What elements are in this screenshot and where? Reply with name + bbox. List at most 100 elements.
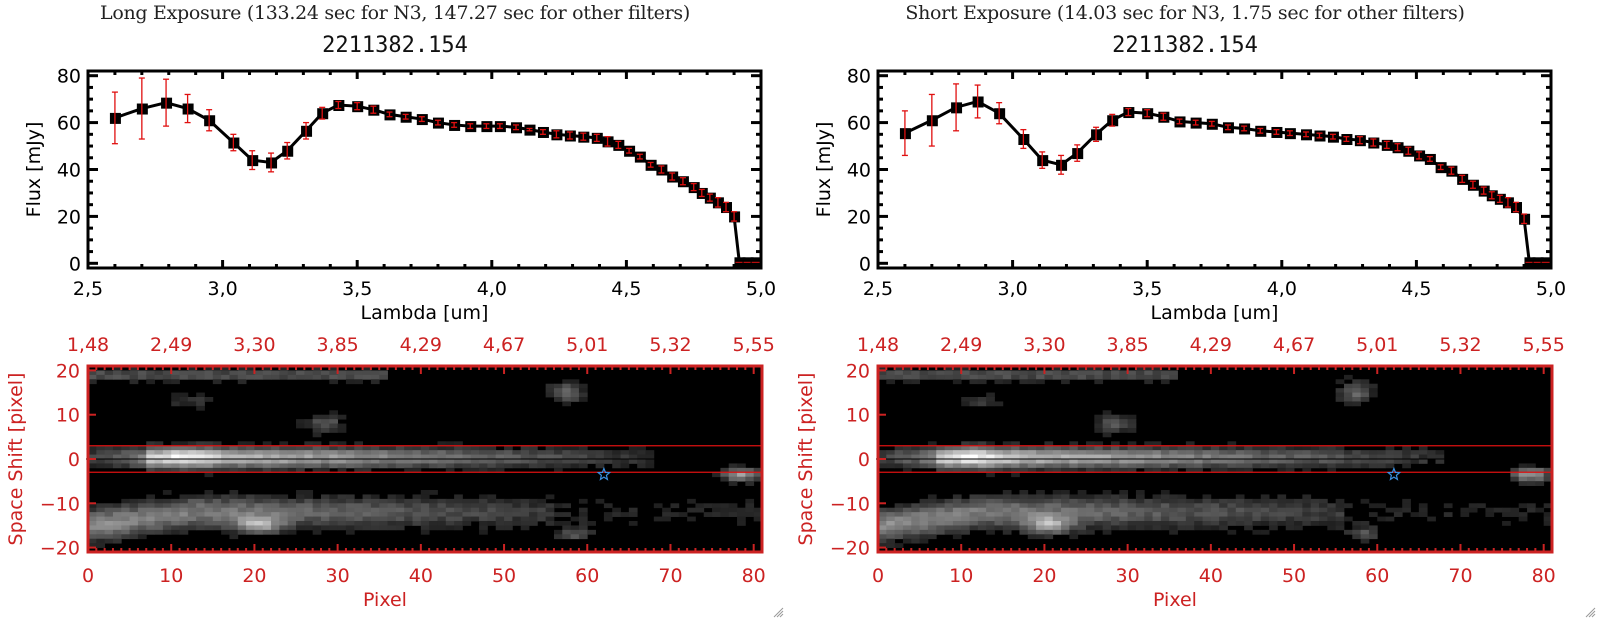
y-tick-label: 40: [57, 160, 81, 182]
image-pixel: [379, 507, 388, 513]
image-pixel: [237, 516, 247, 522]
image-x-tick-label: 30: [1116, 565, 1140, 587]
image-x-tick-label: 70: [1448, 565, 1472, 587]
image-pixel: [1235, 521, 1245, 526]
image-pixel: [204, 498, 214, 504]
image-pixel: [262, 521, 272, 526]
image-pixel: [911, 521, 920, 526]
y-tick-label: 0: [69, 253, 81, 275]
image-pixel: [753, 507, 763, 513]
image-pixel: [1377, 459, 1386, 464]
image-pixel: [952, 507, 962, 513]
image-pixel: [1052, 463, 1062, 469]
image-pixel: [1002, 467, 1012, 473]
image-pixel: [1219, 445, 1228, 451]
image-pixel: [1202, 498, 1212, 504]
image-pixel: [171, 445, 180, 451]
image-pixel: [370, 445, 380, 451]
image-pixel: [179, 374, 189, 380]
image-pixel: [1027, 445, 1037, 451]
image-pixel: [745, 467, 755, 473]
image-pixel: [395, 503, 405, 509]
image-pixel: [1277, 450, 1287, 455]
image-pixel: [370, 463, 380, 469]
image-pixel: [1011, 454, 1020, 460]
image-pixel: [1260, 450, 1270, 455]
image-pixel: [312, 445, 322, 451]
image-pixel: [986, 529, 995, 535]
image-pixel: [296, 463, 305, 469]
image-pixel: [1185, 516, 1195, 522]
image-pixel: [1502, 507, 1511, 513]
image-pixel: [936, 459, 945, 464]
image-x-tick-label: 40: [1199, 565, 1223, 587]
image-pixel: [395, 512, 405, 517]
image-pixel: [1194, 503, 1203, 509]
image-pixel: [1077, 494, 1087, 500]
image-pixel: [1244, 516, 1253, 522]
image-pixel: [196, 503, 205, 509]
image-pixel: [952, 516, 962, 522]
image-pixel: [1368, 534, 1378, 540]
image-pixel: [1202, 450, 1212, 455]
image-pixel: [986, 494, 995, 500]
image-pixel: [712, 512, 721, 517]
image-pixel: [179, 507, 189, 513]
image-pixel: [678, 512, 688, 517]
resize-handle-icon[interactable]: [772, 606, 786, 620]
image-pixel: [986, 401, 995, 407]
image-pixel: [753, 512, 763, 517]
image-pixel: [329, 503, 339, 509]
image-pixel: [1227, 445, 1237, 451]
image-pixel: [562, 401, 572, 407]
image-pixel: [437, 454, 447, 460]
image-pixel: [337, 370, 347, 376]
image-pixel: [487, 445, 497, 451]
image-pixel: [429, 512, 438, 517]
image-pixel: [1543, 512, 1553, 517]
image-pixel: [961, 516, 970, 522]
image-pixel: [1194, 521, 1203, 526]
image-pixel: [1402, 459, 1411, 464]
image-pixel: [1077, 512, 1087, 517]
image-x-tick-label: 50: [492, 565, 516, 587]
image-pixel: [112, 525, 122, 531]
image-pixel: [345, 379, 355, 385]
image-pixel: [562, 512, 572, 517]
image-pixel: [911, 516, 920, 522]
resize-handle-icon[interactable]: [1584, 606, 1598, 620]
image-pixel: [429, 445, 438, 451]
image-pixel: [204, 463, 214, 469]
image-pixel: [320, 467, 330, 473]
image-pixel: [512, 507, 522, 513]
image-pixel: [1036, 498, 1045, 504]
image-pixel: [977, 516, 987, 522]
image-pixel: [1086, 366, 1095, 371]
image-pixel: [395, 450, 405, 455]
image-y-tick-label: 20: [846, 360, 870, 382]
image-pixel: [1160, 450, 1170, 455]
image-pixel: [212, 494, 222, 500]
image-pixel: [994, 370, 1004, 376]
image-pixel: [379, 516, 388, 522]
image-pixel: [337, 374, 347, 380]
image-pixel: [246, 441, 255, 447]
image-pixel: [1011, 516, 1020, 522]
image-pixel: [1219, 521, 1228, 526]
image-pixel: [1036, 370, 1045, 376]
image-pixel: [1244, 463, 1253, 469]
image-pixel: [329, 512, 339, 517]
image-pixel: [1527, 507, 1536, 513]
image-pixel: [545, 463, 555, 469]
image-pixel: [553, 521, 563, 526]
image-pixel: [154, 512, 164, 517]
image-pixel: [1002, 370, 1012, 376]
image-pixel: [537, 459, 547, 464]
image-pixel: [1102, 410, 1112, 416]
image-pixel: [312, 459, 322, 464]
image-pixel: [1152, 370, 1162, 376]
image-pixel: [1127, 414, 1137, 420]
image-pixel: [279, 459, 289, 464]
image-pixel: [1086, 512, 1095, 517]
image-pixel: [495, 463, 505, 469]
